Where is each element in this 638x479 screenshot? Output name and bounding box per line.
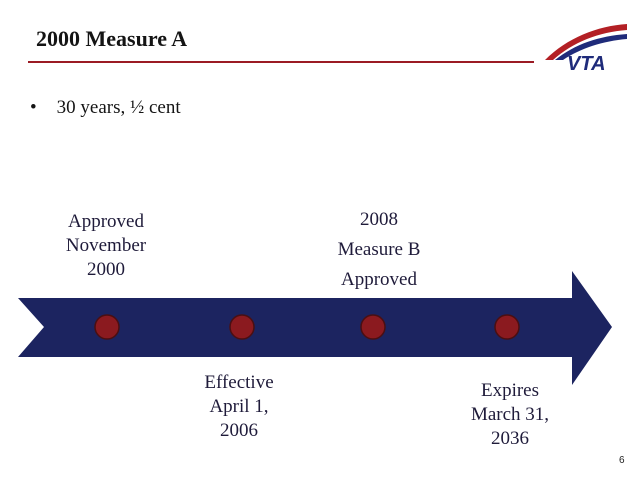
- event-line: April 1,: [209, 396, 269, 417]
- event-line: Approved: [68, 211, 144, 232]
- event-line: Effective: [204, 372, 274, 393]
- event-line: 2006: [220, 420, 258, 441]
- timeline-marker: [94, 314, 120, 340]
- bullet-text: 30 years, ½ cent: [56, 97, 181, 118]
- timeline-marker: [494, 314, 520, 340]
- timeline-marker: [229, 314, 255, 340]
- event-line: Approved: [341, 269, 417, 290]
- bullet-symbol: •: [30, 97, 37, 118]
- event-line: 2000: [87, 259, 125, 280]
- title-underline: [28, 61, 534, 63]
- event-label-expires-2036: Expires March 31, 2036: [446, 379, 574, 451]
- svg-text:VTA: VTA: [567, 53, 606, 72]
- event-line: Measure B: [337, 239, 421, 260]
- event-line: March 31,: [470, 404, 550, 425]
- slide-title: 2000 Measure A: [36, 26, 188, 51]
- event-line: November: [65, 235, 147, 256]
- event-label-measure-b-2008: 2008 Measure B Approved: [315, 205, 443, 295]
- timeline-marker: [360, 314, 386, 340]
- bullet-item: • 30 years, ½ cent: [30, 97, 181, 119]
- event-label-approved-2000: Approved November 2000: [42, 210, 170, 282]
- page-number: 6: [619, 455, 625, 466]
- event-line: Expires: [480, 380, 540, 401]
- event-line: 2036: [491, 428, 529, 449]
- event-label-effective-2006: Effective April 1, 2006: [175, 371, 303, 443]
- event-line: 2008: [360, 209, 398, 230]
- timeline-arrow: [18, 271, 612, 385]
- vta-logo-icon: VTA: [545, 24, 627, 72]
